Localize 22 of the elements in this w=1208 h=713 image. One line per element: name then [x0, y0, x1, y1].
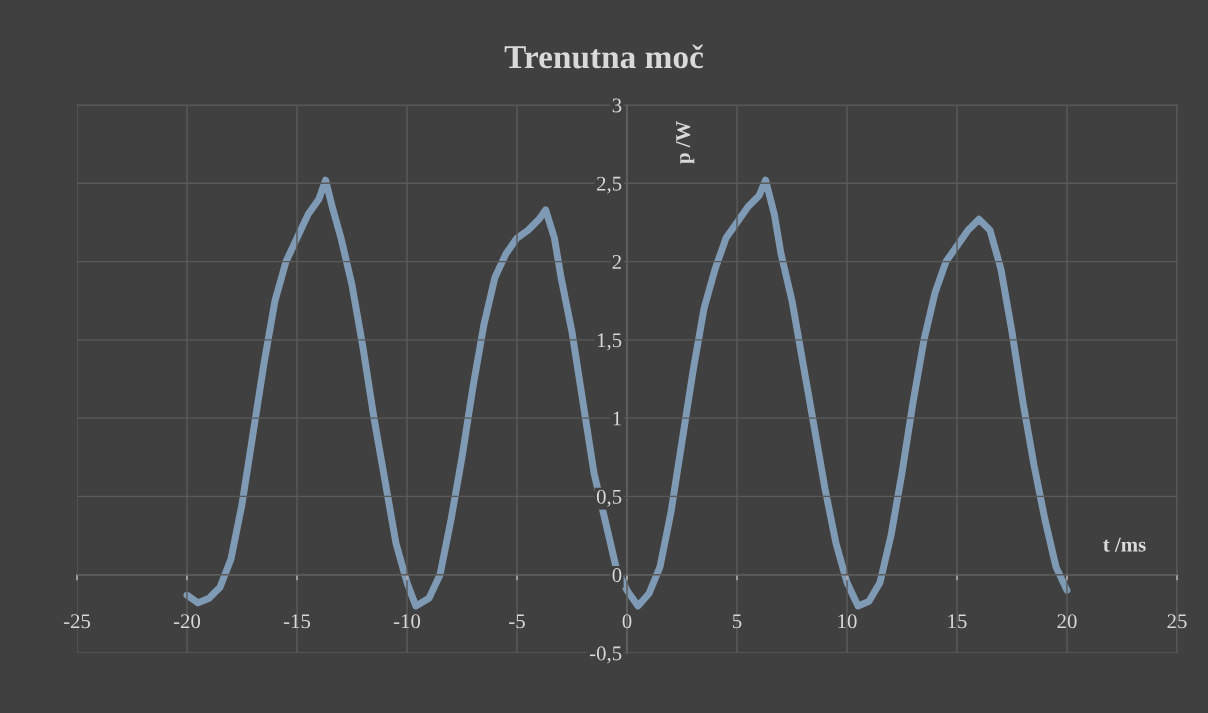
x-axis-title: t /ms: [1103, 537, 1146, 552]
y-tick-label: 1,5: [597, 333, 622, 351]
x-tick-label: 0: [622, 614, 632, 629]
x-tick-label: 20: [1057, 614, 1077, 629]
y-tick-label: 3: [612, 98, 622, 113]
x-tick-label: -5: [509, 614, 525, 629]
x-tick-label: -20: [173, 614, 201, 629]
chart-title: Trenutna moč: [504, 44, 704, 69]
x-tick-label: -15: [283, 614, 311, 629]
y-tick-label: 0: [612, 568, 622, 583]
y-tick-label: 2: [612, 255, 621, 269]
y-tick-label: 1: [613, 411, 621, 426]
y-tick-label: 0,5: [596, 489, 622, 507]
x-tick-label: 10: [838, 614, 857, 629]
y-tick-label: 2,5: [597, 176, 622, 194]
x-tick-label: 5: [733, 614, 742, 629]
x-tick-label: 15: [948, 614, 967, 629]
x-tick-label: 25: [1167, 614, 1187, 629]
x-tick-label: -10: [393, 614, 421, 629]
y-tick-label: -0,5: [589, 646, 622, 664]
y-axis-title: p /W: [676, 120, 695, 164]
x-tick-label: -25: [63, 614, 91, 629]
